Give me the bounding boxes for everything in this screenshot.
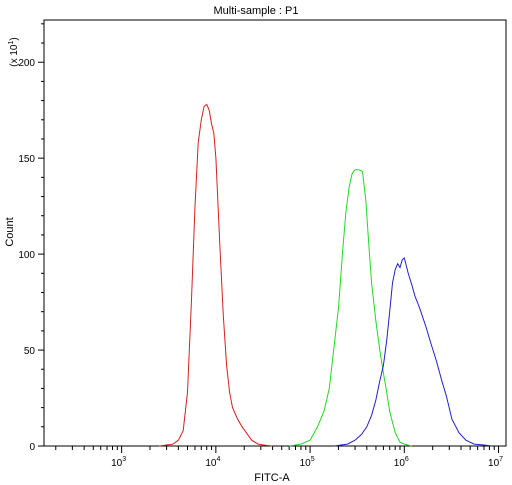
series-layer bbox=[159, 103, 492, 447]
x-tick-label: 103 bbox=[111, 456, 126, 469]
y-multiplier-close: ) bbox=[9, 37, 20, 40]
x-tick-label: 106 bbox=[394, 456, 409, 469]
y-tick-label: 50 bbox=[24, 346, 36, 357]
y-tick-label: 100 bbox=[18, 250, 35, 261]
x-tick-label: 105 bbox=[300, 456, 315, 469]
chart-title: Multi-sample : P1 bbox=[214, 5, 299, 17]
y-tick-label: 200 bbox=[18, 58, 35, 69]
y-axis-multiplier: (x 101) bbox=[8, 37, 20, 66]
y-tick-label: 150 bbox=[18, 154, 35, 165]
x-axis-ticks: 103 104 105 106 107 bbox=[55, 446, 503, 469]
y-axis-label: Count bbox=[4, 217, 16, 246]
y-axis-ticks: 0 50 100 150 200 bbox=[18, 23, 44, 453]
y-multiplier-text: (x 10 bbox=[9, 44, 20, 67]
y-multiplier-exp: 1 bbox=[8, 41, 15, 45]
x-tick-label: 104 bbox=[205, 456, 220, 469]
series-line-3 bbox=[334, 256, 492, 447]
y-tick-label: 0 bbox=[29, 442, 35, 453]
x-axis-label: FITC-A bbox=[254, 472, 290, 484]
plot-area bbox=[43, 19, 507, 447]
svg-text:(x 101): (x 101) bbox=[8, 37, 20, 66]
series-line-1 bbox=[159, 103, 273, 447]
x-tick-label: 107 bbox=[488, 456, 503, 469]
series-line-2 bbox=[289, 169, 412, 447]
